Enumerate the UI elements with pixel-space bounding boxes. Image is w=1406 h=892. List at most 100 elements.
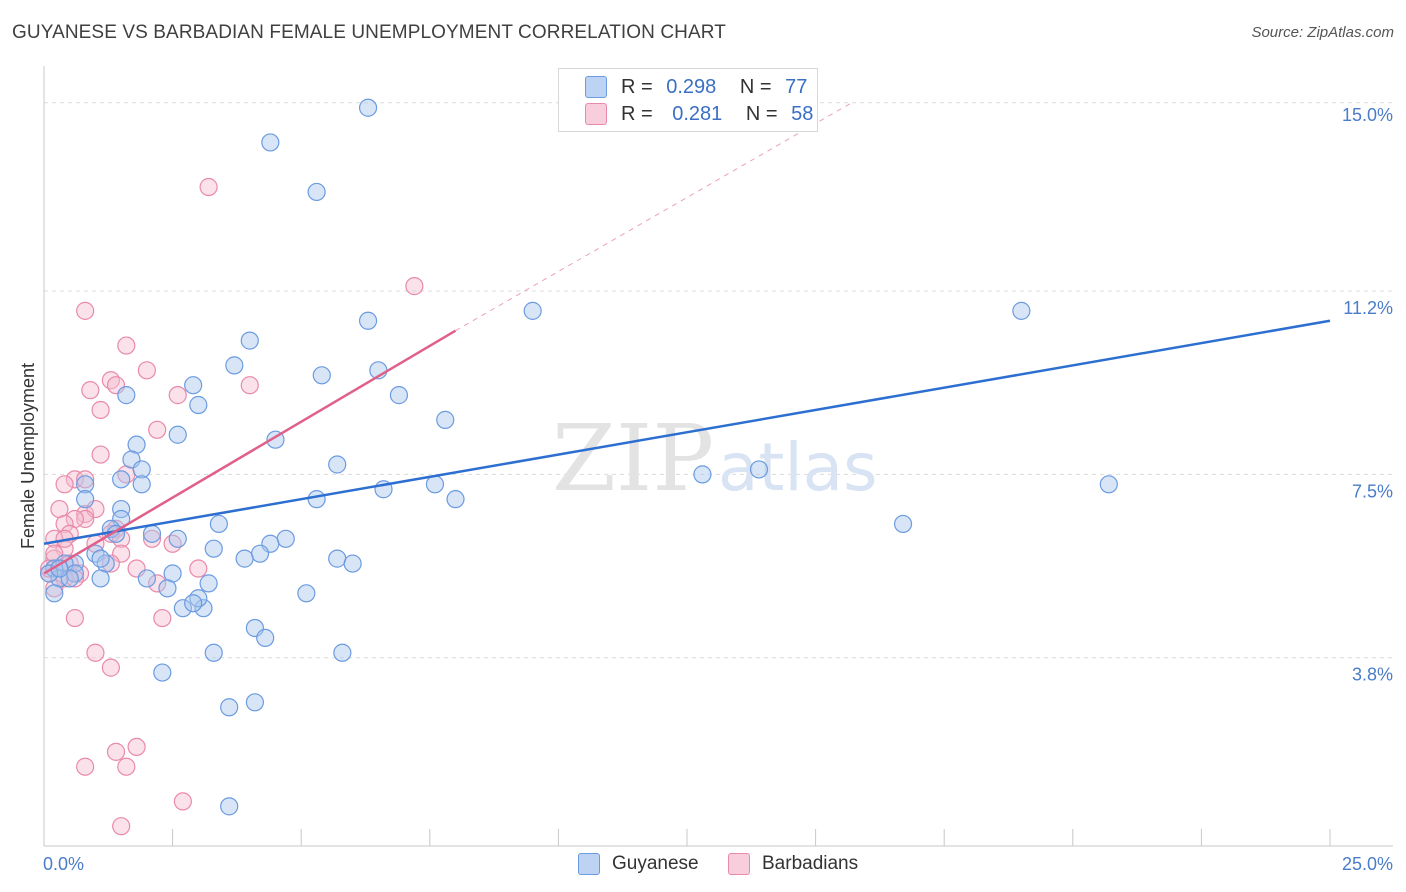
- guyanese-point: [893, 514, 913, 534]
- y-tick-label: 7.5%: [1352, 481, 1393, 501]
- guyanese-point: [312, 366, 331, 385]
- guyanese-point: [184, 594, 203, 613]
- barbadians-point: [91, 445, 110, 464]
- guyanese-point: [389, 386, 409, 405]
- barbadians-point: [163, 534, 182, 553]
- guyanese-point: [1099, 475, 1118, 494]
- legend-n-label: N =: [745, 102, 778, 125]
- guyanese-point: [1012, 301, 1031, 320]
- x-tick-labels: 0.0% 25.0%: [43, 854, 1393, 874]
- series-guyanese-points: [40, 98, 1118, 816]
- chart-source: Source: ZipAtlas.com: [1251, 24, 1394, 41]
- barbadians-point: [55, 514, 74, 534]
- barbadians-point: [148, 420, 167, 439]
- guyanese-point: [749, 460, 769, 479]
- barbadians-point: [199, 177, 218, 197]
- bottom-legend-guyanese: Guyanese: [578, 851, 699, 877]
- guyanese-point: [189, 395, 208, 415]
- barbadians-point: [405, 277, 424, 296]
- barbadians-point: [173, 792, 192, 811]
- guyanese-point: [76, 475, 95, 494]
- guyanese-point: [446, 490, 465, 509]
- y-tick-label: 11.2%: [1343, 298, 1393, 318]
- barbadians-point: [112, 817, 131, 836]
- guyanese-point: [168, 529, 187, 548]
- guyanese-trend-line: [43, 319, 1331, 545]
- barbadians-point: [137, 361, 156, 380]
- guyanese-point: [333, 643, 352, 662]
- guyanese-point: [358, 311, 378, 330]
- barbadians-point: [148, 574, 167, 593]
- barbadians-point: [65, 470, 84, 489]
- guyanese-point: [261, 133, 280, 152]
- guyanese-point: [194, 599, 213, 618]
- barbadians-point: [117, 757, 136, 776]
- guyanese-point: [76, 490, 95, 509]
- guyanese-point: [328, 549, 347, 568]
- barbadians-point: [168, 386, 187, 405]
- guyanese-point: [225, 356, 244, 375]
- guyanese-point: [132, 475, 151, 494]
- guyanese-point: [189, 589, 208, 608]
- legend-r-label: R =: [621, 75, 653, 98]
- legend-r-value: 0.298: [666, 75, 717, 98]
- guyanese-point: [132, 460, 151, 479]
- guyanese-point: [328, 455, 347, 474]
- watermark: ZIP atlas: [552, 405, 878, 512]
- barbadians-point: [76, 509, 95, 529]
- guyanese-swatch: [585, 76, 607, 98]
- chart-title: GUYANESE VS BARBADIAN FEMALE UNEMPLOYMEN…: [12, 22, 726, 43]
- guyanese-point: [297, 584, 316, 603]
- barbadians-point: [127, 737, 146, 757]
- y-tick-labels: 3.8% 7.5% 11.2% 15.0%: [1342, 105, 1393, 685]
- guyanese-point: [204, 643, 223, 662]
- guyanese-point: [425, 475, 445, 494]
- barbadians-point: [240, 376, 259, 395]
- guyanese-point: [91, 549, 110, 568]
- guyanese-point: [173, 599, 192, 618]
- legend-n-value: 58: [791, 102, 814, 125]
- legend-r-value: 0.281: [672, 102, 723, 125]
- guyanese-point: [168, 425, 187, 444]
- legend-n-label: N =: [739, 75, 772, 98]
- guyanese-point: [523, 301, 542, 320]
- guyanese-point: [358, 98, 378, 117]
- barbadians-trend-line: [43, 329, 457, 575]
- guyanese-point: [693, 465, 712, 484]
- trend-lines: [43, 102, 1331, 575]
- guyanese-point: [250, 544, 270, 563]
- barbadians-swatch: [585, 103, 607, 125]
- barbadians-point: [86, 643, 105, 662]
- bottom-legend-barbadians: Barbadians: [728, 851, 858, 877]
- barbadians-point: [65, 608, 84, 628]
- guyanese-point: [137, 569, 156, 588]
- barbadians-point: [76, 470, 95, 489]
- correlation-legend: R = 0.298 N = 77 R = 0.281 N = 58: [558, 68, 818, 132]
- y-tick-label: 3.8%: [1352, 665, 1393, 685]
- barbadians-point: [117, 336, 136, 355]
- barbadians-point: [91, 400, 110, 420]
- guyanese-point: [245, 693, 265, 712]
- guyanese-point: [276, 529, 295, 548]
- barbadians-point: [81, 381, 100, 400]
- guyanese-point: [112, 470, 131, 489]
- barbadians-point: [189, 559, 208, 578]
- guyanese-point: [153, 663, 172, 682]
- watermark-atlas: atlas: [718, 429, 878, 506]
- guyanese-point: [142, 524, 162, 543]
- barbadians-point: [65, 569, 84, 588]
- barbadians-point: [76, 504, 95, 524]
- guyanese-point: [235, 549, 254, 568]
- guyanese-point: [343, 554, 362, 573]
- barbadians-legend-swatch: [728, 853, 750, 875]
- legend-r-label: R =: [621, 102, 653, 125]
- guyanese-point: [209, 514, 228, 534]
- legend-n-value: 77: [785, 75, 808, 98]
- watermark-zip: ZIP: [552, 405, 714, 512]
- guyanese-point: [307, 182, 326, 202]
- barbadians-point: [153, 608, 172, 628]
- y-axis-label: Female Unemployment: [18, 363, 38, 549]
- barbadians-trend-extension: [455, 102, 852, 332]
- x-tick-label-min: 0.0%: [43, 854, 84, 874]
- barbadians-point: [101, 658, 120, 677]
